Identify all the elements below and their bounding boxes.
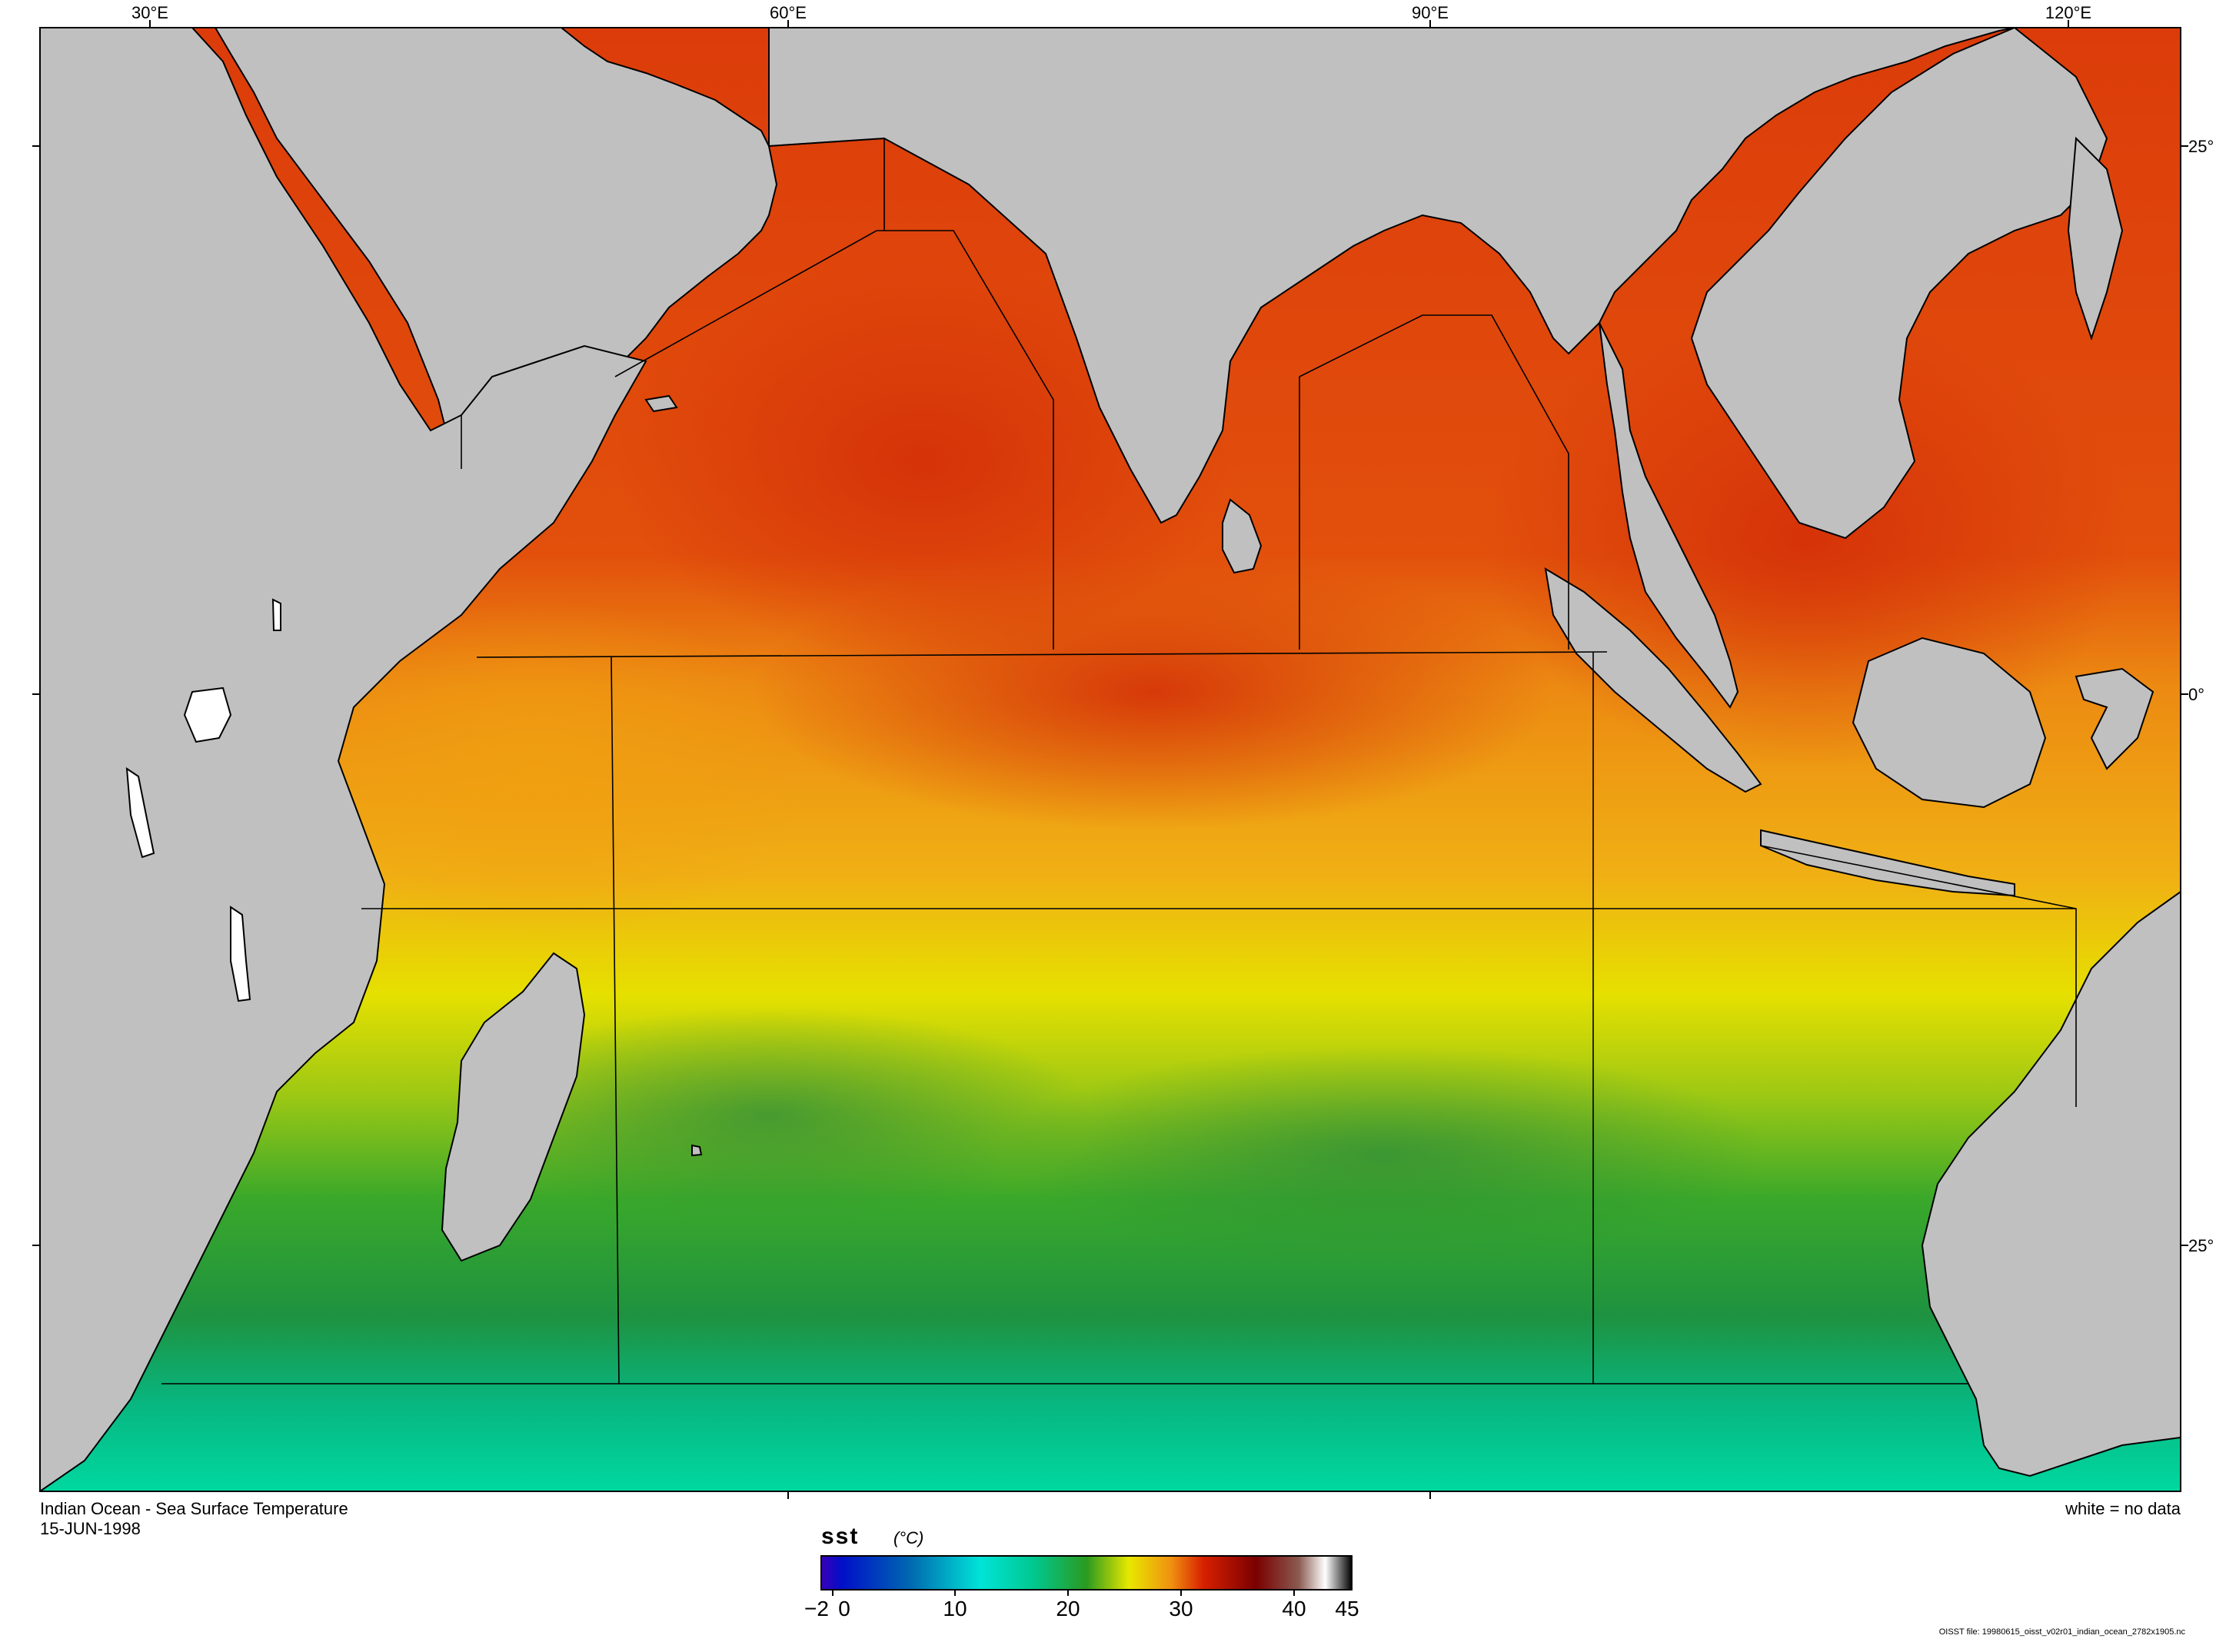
lon-label-90e: 90°E — [1412, 3, 1449, 22]
southeast-asia-landmass — [1599, 322, 1739, 709]
philippines-islands — [2067, 136, 2124, 341]
socotra-island — [644, 394, 678, 413]
cbar-tick-30: 30 — [1169, 1597, 1193, 1620]
map-caption: Indian Ocean - Sea Surface Temperature 1… — [40, 1499, 348, 1539]
lat-labels: 25° 0° 25° — [2188, 137, 2214, 1255]
africa-east-coast — [40, 28, 647, 1491]
australia-landmass — [1921, 890, 2181, 1477]
cbar-tick-40: 40 — [1282, 1597, 1306, 1620]
boundary-bay-of-bengal — [1299, 314, 1569, 650]
lon-label-60e: 60°E — [770, 3, 807, 22]
cbar-tick-neg2: −2 — [804, 1597, 829, 1620]
source-file-label: OISST file: 19980615_oisst_v02r01_indian… — [1938, 1627, 2185, 1637]
colorbar-labels: −2 0 10 20 30 40 45 — [804, 1597, 1359, 1620]
sumatra-island — [1544, 567, 1762, 793]
map-title: Indian Ocean - Sea Surface Temperature — [40, 1499, 348, 1518]
colorbar-ticks — [832, 1590, 1295, 1596]
lon-labels: 30°E 60°E 90°E 120°E — [131, 3, 2091, 22]
lat-label-25s: 25° — [2188, 1236, 2214, 1255]
boundary-arabian-north — [768, 138, 885, 231]
boundary-equator-north — [476, 651, 1608, 658]
lat-label-0: 0° — [2188, 685, 2204, 704]
boundary-arabian-sea — [614, 230, 1054, 650]
lake-tanganyika — [125, 767, 155, 859]
lon-ticks — [32, 20, 2188, 1499]
mauritius-reunion — [691, 1144, 703, 1157]
cbar-tick-45: 45 — [1335, 1597, 1359, 1620]
colorbar — [820, 1555, 1353, 1591]
no-data-note: white = no data — [2065, 1499, 2181, 1518]
lake-malawi — [230, 906, 251, 1002]
land-masses — [40, 28, 2181, 1491]
lake-turkana — [271, 598, 281, 631]
map-border — [39, 27, 2181, 1492]
sri-lanka-island — [1222, 498, 1263, 574]
legend-units: (°C) — [893, 1528, 924, 1547]
lake-victoria — [183, 686, 232, 743]
cbar-tick-20: 20 — [1056, 1597, 1080, 1620]
cbar-tick-0: 0 — [838, 1597, 850, 1620]
madagascar-island — [441, 952, 586, 1262]
lon-label-30e: 30°E — [131, 3, 168, 22]
boundary-west-mid — [611, 656, 620, 1384]
no-data-lakes — [125, 598, 281, 1002]
africa-arabia-landmass — [40, 28, 778, 432]
sulawesi-island — [2075, 667, 2154, 770]
java-island — [1760, 829, 2015, 897]
lat-label-25n: 25° — [2188, 137, 2214, 156]
legend-variable: sst — [821, 1524, 860, 1549]
lon-label-120e: 120°E — [2045, 3, 2091, 22]
indochina-landmass — [1690, 28, 2108, 540]
cbar-tick-10: 10 — [943, 1597, 967, 1620]
borneo-island — [1852, 637, 2047, 809]
region-boundaries — [161, 138, 2077, 1384]
boundary-east-offshore — [1760, 845, 2077, 1107]
map-date: 15-JUN-1998 — [40, 1519, 141, 1538]
india-landmass — [768, 28, 2015, 524]
